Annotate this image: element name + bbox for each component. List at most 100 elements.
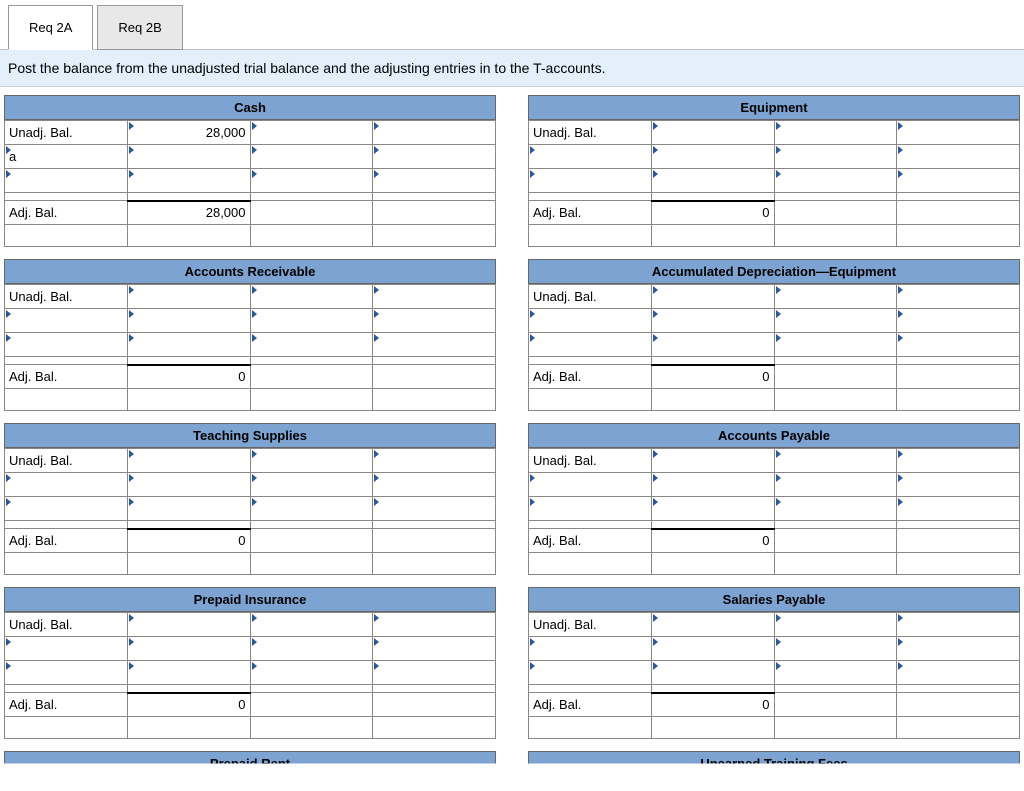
entry-credit-2[interactable] — [897, 169, 1020, 193]
adj-debit[interactable]: 0 — [127, 529, 250, 553]
entry-label-2[interactable] — [5, 661, 128, 685]
adj-debit[interactable]: 0 — [127, 365, 250, 389]
credit-label-1[interactable] — [774, 613, 897, 637]
entry-credit-1[interactable] — [373, 637, 496, 661]
entry-credit-label-1[interactable] — [774, 309, 897, 333]
entry-credit-2[interactable] — [373, 333, 496, 357]
entry-label-1[interactable] — [5, 473, 128, 497]
entry-debit-1[interactable] — [651, 309, 774, 333]
credit-label-1[interactable] — [774, 449, 897, 473]
entry-credit-label-1[interactable] — [250, 637, 373, 661]
entry-label-1[interactable]: a — [5, 145, 128, 169]
unadj-credit[interactable] — [373, 121, 496, 145]
entry-credit-label-1[interactable] — [250, 309, 373, 333]
credit-label-1[interactable] — [250, 613, 373, 637]
unadj-credit[interactable] — [373, 449, 496, 473]
entry-credit-2[interactable] — [897, 661, 1020, 685]
tab-req-2b[interactable]: Req 2B — [97, 5, 182, 50]
entry-label-1[interactable] — [529, 473, 652, 497]
entry-debit-2[interactable] — [127, 661, 250, 685]
adj-credit[interactable] — [373, 365, 496, 389]
adj-debit[interactable]: 28,000 — [127, 201, 250, 225]
entry-credit-label-2[interactable] — [774, 661, 897, 685]
unadj-debit[interactable] — [651, 613, 774, 637]
entry-credit-label-2[interactable] — [250, 169, 373, 193]
credit-label-1[interactable] — [774, 285, 897, 309]
entry-credit-2[interactable] — [373, 497, 496, 521]
entry-debit-1[interactable] — [651, 145, 774, 169]
entry-label-2[interactable] — [529, 661, 652, 685]
entry-debit-1[interactable] — [127, 473, 250, 497]
adj-debit[interactable]: 0 — [651, 365, 774, 389]
unadj-debit[interactable]: 28,000 — [127, 121, 250, 145]
entry-label-1[interactable] — [529, 145, 652, 169]
entry-credit-label-1[interactable] — [250, 473, 373, 497]
entry-credit-2[interactable] — [373, 661, 496, 685]
adj-debit[interactable]: 0 — [651, 201, 774, 225]
entry-debit-1[interactable] — [127, 309, 250, 333]
adj-credit[interactable] — [373, 693, 496, 717]
unadj-debit[interactable] — [651, 121, 774, 145]
entry-credit-label-2[interactable] — [774, 497, 897, 521]
unadj-credit[interactable] — [373, 285, 496, 309]
entry-credit-label-1[interactable] — [774, 637, 897, 661]
entry-label-1[interactable] — [5, 637, 128, 661]
unadj-debit[interactable] — [127, 449, 250, 473]
entry-credit-2[interactable] — [373, 169, 496, 193]
entry-debit-2[interactable] — [127, 333, 250, 357]
unadj-credit[interactable] — [897, 285, 1020, 309]
unadj-debit[interactable] — [651, 285, 774, 309]
entry-credit-1[interactable] — [373, 145, 496, 169]
entry-debit-1[interactable] — [127, 637, 250, 661]
entry-label-1[interactable] — [5, 309, 128, 333]
adj-credit[interactable] — [897, 529, 1020, 553]
entry-debit-2[interactable] — [651, 333, 774, 357]
entry-debit-2[interactable] — [127, 169, 250, 193]
entry-credit-2[interactable] — [897, 333, 1020, 357]
credit-label-1[interactable] — [250, 449, 373, 473]
entry-debit-2[interactable] — [651, 497, 774, 521]
entry-label-1[interactable] — [529, 637, 652, 661]
adj-credit[interactable] — [897, 365, 1020, 389]
entry-debit-2[interactable] — [127, 497, 250, 521]
entry-label-2[interactable] — [5, 169, 128, 193]
adj-credit[interactable] — [897, 693, 1020, 717]
tab-req-2a[interactable]: Req 2A — [8, 5, 93, 50]
adj-debit[interactable]: 0 — [651, 529, 774, 553]
entry-credit-1[interactable] — [897, 145, 1020, 169]
entry-label-2[interactable] — [5, 497, 128, 521]
entry-credit-label-2[interactable] — [250, 333, 373, 357]
entry-credit-label-1[interactable] — [774, 145, 897, 169]
entry-credit-1[interactable] — [897, 473, 1020, 497]
entry-credit-1[interactable] — [897, 637, 1020, 661]
entry-debit-1[interactable] — [651, 637, 774, 661]
entry-credit-label-1[interactable] — [250, 145, 373, 169]
adj-credit[interactable] — [373, 529, 496, 553]
entry-label-2[interactable] — [529, 169, 652, 193]
unadj-credit[interactable] — [897, 449, 1020, 473]
entry-label-2[interactable] — [5, 333, 128, 357]
entry-debit-2[interactable] — [651, 661, 774, 685]
entry-label-2[interactable] — [529, 333, 652, 357]
adj-debit[interactable]: 0 — [127, 693, 250, 717]
unadj-credit[interactable] — [373, 613, 496, 637]
adj-credit[interactable] — [897, 201, 1020, 225]
credit-label-1[interactable] — [774, 121, 897, 145]
entry-debit-1[interactable] — [651, 473, 774, 497]
entry-debit-1[interactable] — [127, 145, 250, 169]
entry-credit-1[interactable] — [373, 309, 496, 333]
unadj-debit[interactable] — [651, 449, 774, 473]
entry-credit-label-2[interactable] — [250, 661, 373, 685]
entry-credit-1[interactable] — [373, 473, 496, 497]
unadj-debit[interactable] — [127, 285, 250, 309]
entry-credit-label-2[interactable] — [774, 333, 897, 357]
entry-credit-label-1[interactable] — [774, 473, 897, 497]
unadj-credit[interactable] — [897, 613, 1020, 637]
entry-credit-label-2[interactable] — [250, 497, 373, 521]
unadj-debit[interactable] — [127, 613, 250, 637]
credit-label-1[interactable] — [250, 285, 373, 309]
entry-credit-label-2[interactable] — [774, 169, 897, 193]
entry-credit-1[interactable] — [897, 309, 1020, 333]
entry-label-2[interactable] — [529, 497, 652, 521]
unadj-credit[interactable] — [897, 121, 1020, 145]
